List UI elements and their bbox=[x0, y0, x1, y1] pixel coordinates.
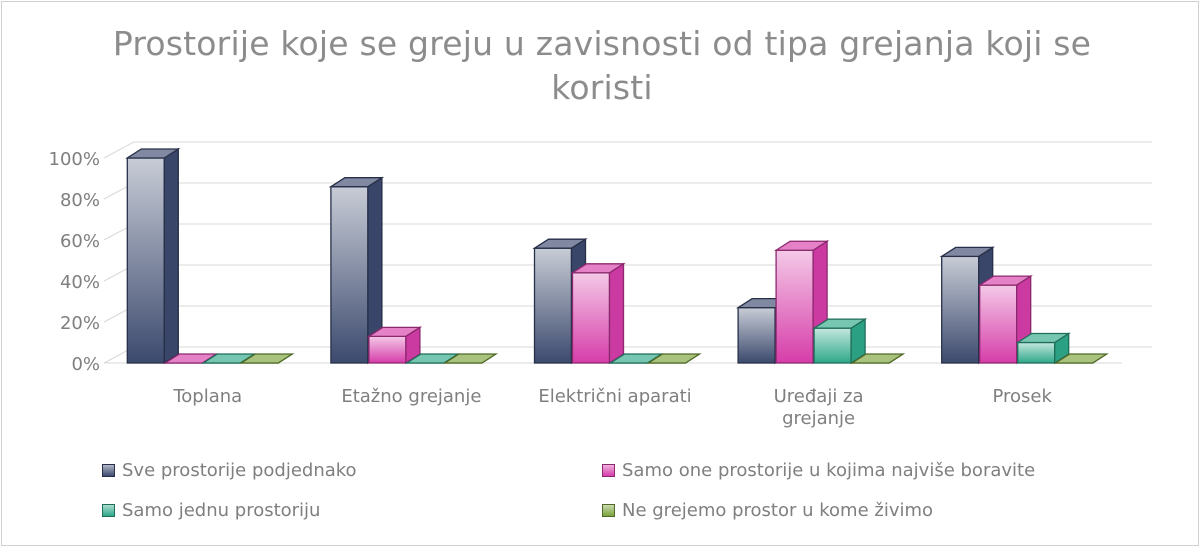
legend-item: Ne grejemo prostor u kome živimo bbox=[602, 500, 933, 521]
bar-top bbox=[1015, 332, 1071, 344]
legend-label: Sve prostorije podjednako bbox=[122, 460, 357, 481]
bar-front bbox=[126, 157, 165, 364]
bar-top bbox=[849, 353, 906, 364]
bar-front bbox=[775, 249, 814, 364]
y-tick-label: 0% bbox=[71, 354, 100, 375]
bar-top bbox=[939, 246, 995, 258]
chart-title: Prostorije koje se greju u zavisnosti od… bbox=[112, 24, 1092, 107]
legend-swatch bbox=[102, 504, 115, 517]
x-tick-label: Prosek bbox=[992, 386, 1052, 407]
y-tick-label: 80% bbox=[60, 190, 100, 211]
bar-top bbox=[646, 353, 702, 364]
legend-swatch bbox=[602, 464, 615, 477]
y-tick-label: 40% bbox=[60, 272, 100, 293]
bar-top bbox=[977, 275, 1033, 286]
bar-front bbox=[737, 306, 776, 364]
bar-front bbox=[533, 247, 573, 364]
x-tick-label: Električni aparati bbox=[538, 386, 692, 407]
x-tick-label: Uređaji za grejanje bbox=[773, 386, 864, 429]
legend-item: Sve prostorije podjednako bbox=[102, 460, 357, 481]
bar-top bbox=[811, 318, 868, 329]
bar-top bbox=[125, 148, 181, 159]
bar-front bbox=[979, 284, 1018, 364]
bar-top bbox=[442, 353, 499, 364]
legend-swatch bbox=[102, 464, 115, 477]
y-tick-label: 60% bbox=[60, 231, 100, 252]
x-tick-label: Toplana bbox=[173, 386, 243, 407]
bar-front bbox=[1017, 341, 1056, 364]
legend-item: Samo jednu prostoriju bbox=[102, 500, 320, 521]
legend-label: Ne grejemo prostor u kome živimo bbox=[622, 500, 934, 521]
legend-swatch bbox=[602, 504, 615, 517]
bar-side bbox=[608, 262, 625, 365]
y-tick-label: 20% bbox=[60, 313, 100, 334]
bar-front bbox=[813, 327, 852, 364]
gridline-side bbox=[103, 141, 135, 159]
bar-top bbox=[328, 177, 385, 188]
legend: Sve prostorije podjednako Samo one prosto… bbox=[102, 460, 1162, 530]
legend-label: Samo one prostorije u kojima najviše bor… bbox=[622, 460, 1036, 481]
bar-top bbox=[1053, 353, 1109, 364]
legend-label: Samo jednu prostoriju bbox=[122, 500, 321, 521]
bar-top bbox=[366, 326, 423, 338]
bar-front bbox=[368, 335, 407, 364]
x-tick-label: Etažno grejanje bbox=[341, 386, 482, 407]
bar-front bbox=[330, 186, 369, 364]
bar-top bbox=[570, 263, 626, 274]
legend-item: Samo one prostorije u kojima najviše bor… bbox=[602, 460, 1035, 481]
bar-front bbox=[571, 272, 611, 364]
bar-front bbox=[941, 255, 980, 364]
bar-top bbox=[532, 238, 588, 249]
bar-top bbox=[239, 353, 295, 364]
bar-top bbox=[773, 240, 830, 251]
y-tick-label: 100% bbox=[49, 149, 100, 170]
bar-side bbox=[163, 147, 179, 365]
